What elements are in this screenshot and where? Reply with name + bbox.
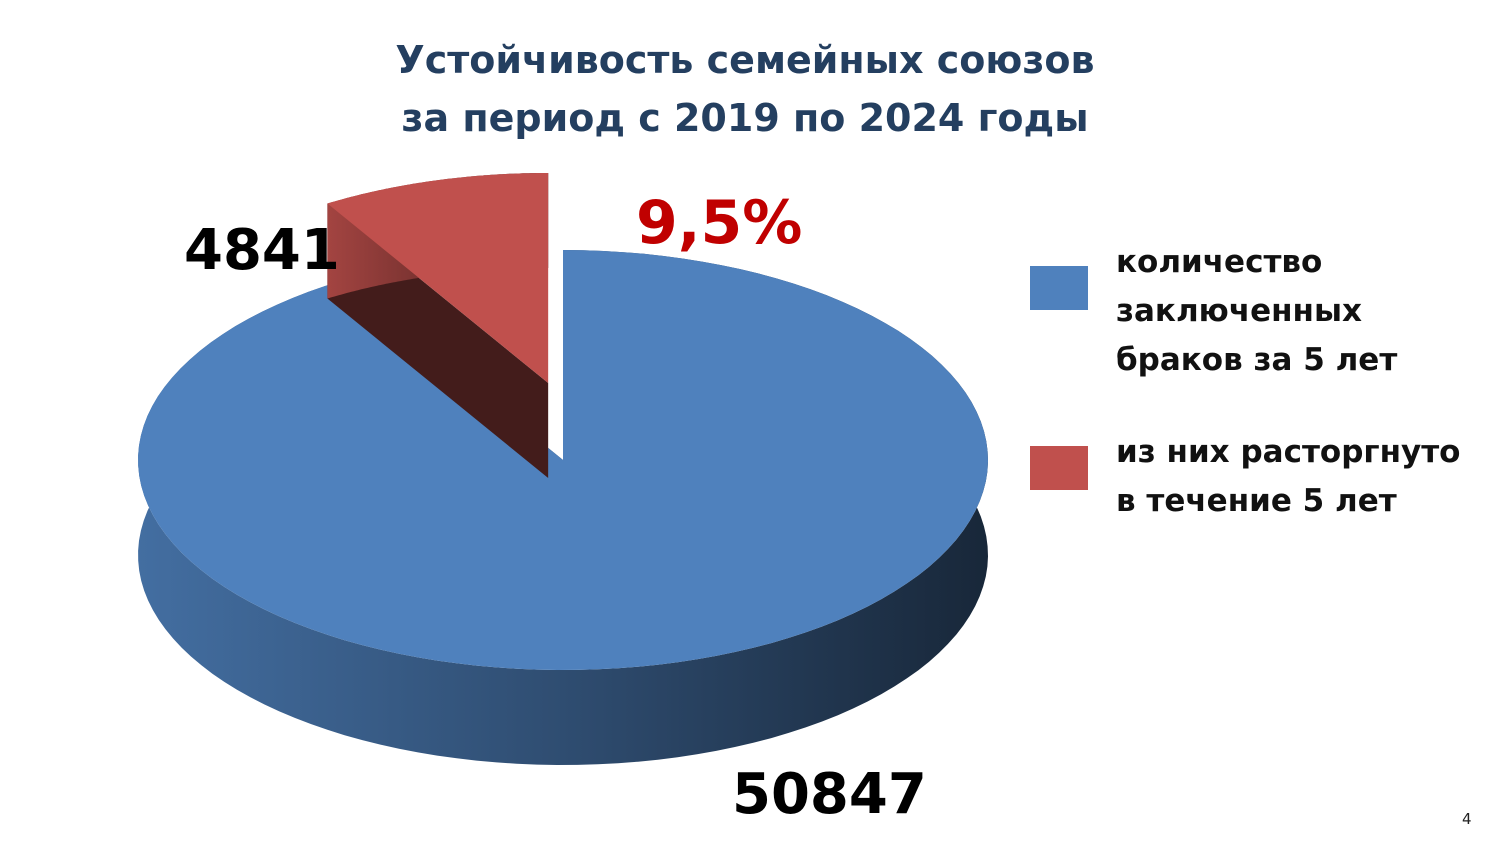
slice [327, 173, 549, 383]
annotation: 9,5% [636, 188, 803, 258]
page-number: 4 [1462, 810, 1472, 828]
legend-item: количество заключенных браков за 5 лет [1030, 238, 1490, 378]
legend-item: из них расторгнуто в течение 5 лет [1030, 428, 1490, 558]
chart-title: за период с 2019 по 2024 годы [401, 96, 1089, 140]
slice [138, 250, 989, 670]
chart-title: Устойчивость семейных союзов [395, 38, 1095, 82]
legend-swatch [1030, 266, 1088, 310]
data-label: 4841 [184, 218, 340, 283]
legend-swatch [1030, 446, 1088, 490]
data-label: 50847 [732, 762, 927, 827]
legend-label: из них расторгнуто в течение 5 лет [1116, 434, 1461, 519]
legend-label: количество заключенных браков за 5 лет [1116, 244, 1398, 378]
